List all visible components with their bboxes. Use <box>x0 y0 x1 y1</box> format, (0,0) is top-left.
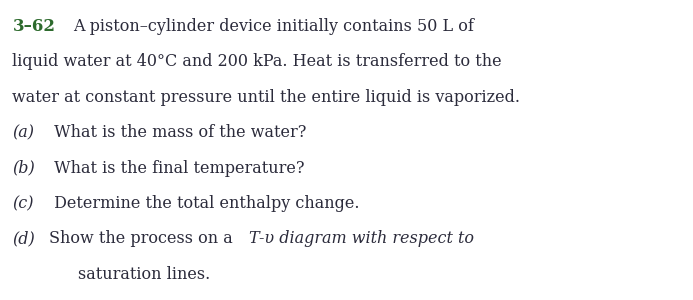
Text: saturation lines.: saturation lines. <box>78 266 211 283</box>
Text: (d): (d) <box>12 230 35 248</box>
Text: water at constant pressure until the entire liquid is vaporized.: water at constant pressure until the ent… <box>12 89 520 106</box>
Text: (a): (a) <box>12 124 35 141</box>
Text: (c): (c) <box>12 195 34 212</box>
Text: What is the mass of the water?: What is the mass of the water? <box>49 124 306 141</box>
Text: Show the process on a: Show the process on a <box>49 230 238 248</box>
Text: (b): (b) <box>12 160 35 177</box>
Text: A piston–cylinder device initially contains 50 L of: A piston–cylinder device initially conta… <box>73 18 474 35</box>
Text: -υ diagram with respect to: -υ diagram with respect to <box>259 230 474 248</box>
Text: T: T <box>248 230 258 248</box>
Text: What is the final temperature?: What is the final temperature? <box>49 160 304 177</box>
Text: 3–62: 3–62 <box>12 18 55 35</box>
Text: Determine the total enthalpy change.: Determine the total enthalpy change. <box>49 195 359 212</box>
Text: liquid water at 40°C and 200 kPa. Heat is transferred to the: liquid water at 40°C and 200 kPa. Heat i… <box>12 53 502 70</box>
